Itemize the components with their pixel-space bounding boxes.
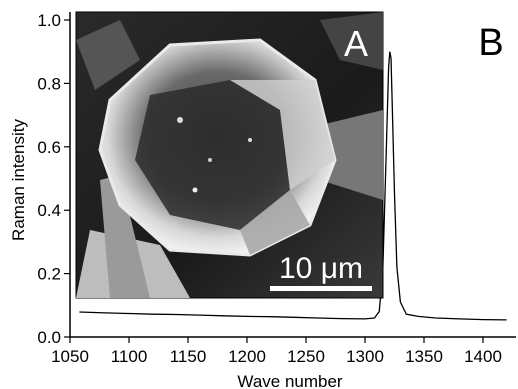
y-tick-label: 0.8 — [37, 74, 61, 93]
x-tick-label: 1300 — [346, 347, 384, 366]
x-axis-ticks: 1050 1100 1150 1200 1250 1300 1350 1400 — [51, 337, 502, 366]
y-tick-label: 1.0 — [37, 11, 61, 30]
x-tick-label: 1150 — [170, 347, 207, 366]
y-tick-label: 0.4 — [37, 201, 61, 220]
panel-label-b: B — [478, 22, 503, 64]
plot-frame — [69, 12, 516, 338]
y-axis-ticks: 0.0 0.2 0.4 0.6 0.8 1.0 — [37, 11, 70, 347]
x-tick-label: 1250 — [287, 347, 325, 366]
x-tick-label: 1200 — [228, 347, 266, 366]
y-tick-label: 0.6 — [37, 138, 61, 157]
panel-label-a: A — [344, 23, 368, 64]
y-tick-label: 0.2 — [37, 265, 61, 284]
x-axis-title: Wave number — [237, 372, 343, 389]
x-tick-label: 1400 — [464, 347, 502, 366]
x-tick-label: 1100 — [111, 347, 148, 366]
y-tick-label: 0.0 — [37, 328, 61, 347]
scale-bar-label: 10 μm — [279, 252, 363, 285]
x-tick-label: 1350 — [405, 347, 443, 366]
y-axis-title: Raman intensity — [9, 119, 28, 241]
x-tick-label: 1050 — [51, 347, 89, 366]
sem-micrograph-image — [75, 11, 384, 299]
